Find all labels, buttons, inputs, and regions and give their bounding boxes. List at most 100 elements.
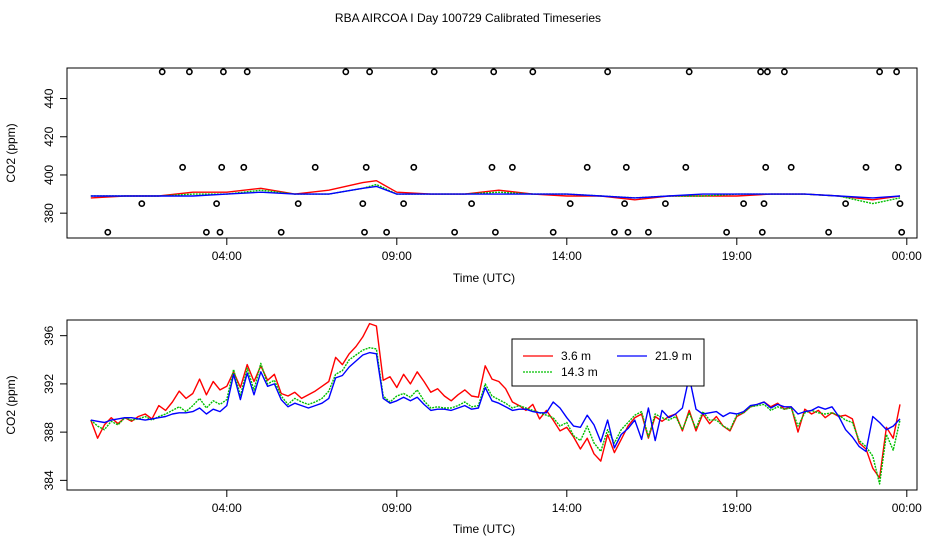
lower-y-axis-label: CO2 (ppm) <box>4 375 18 434</box>
x-tick-label: 14:00 <box>552 249 582 263</box>
calibration-point <box>362 163 370 171</box>
calibration-point <box>762 163 770 171</box>
lower-plot-frame <box>66 319 918 491</box>
calibration-point <box>621 200 628 208</box>
calibration-point <box>893 68 900 76</box>
calibration-point <box>876 68 883 76</box>
series-line-3-6-m <box>90 179 901 201</box>
calibration-point <box>898 228 906 236</box>
calibration-point <box>490 68 498 76</box>
calibration-point <box>896 200 904 208</box>
calibration-point <box>366 68 373 76</box>
calibration-point <box>311 163 319 171</box>
x-tick-label: 09:00 <box>382 501 412 515</box>
calibration-point <box>359 200 367 208</box>
legend-label-14-3m: 14.3 m <box>561 365 598 379</box>
calibration-point <box>566 200 574 208</box>
y-tick-label: 392 <box>42 374 56 394</box>
calibration-point <box>604 68 611 76</box>
y-tick-label: 396 <box>42 325 56 345</box>
upper-panel: 04:00 09:00 14:00 19:00 00:00 380 400 420 440 Ti… <box>4 67 922 285</box>
calibration-point <box>764 68 771 76</box>
calibration-point <box>758 228 766 236</box>
calibration-point <box>213 200 220 208</box>
y-tick-label: 440 <box>42 88 56 108</box>
calibration-point <box>410 163 418 171</box>
calibration-point <box>662 200 669 208</box>
x-tick-label: 19:00 <box>722 249 752 263</box>
lower-axis-ticks: 04:00 09:00 14:00 19:00 00:00 384 388 392 396 <box>42 325 922 515</box>
calibration-point <box>243 68 251 76</box>
legend-label-21-9m: 21.9 m <box>655 349 692 363</box>
lower-x-axis-label: Time (UTC) <box>453 522 515 536</box>
calibration-point <box>682 163 690 171</box>
calibration-point <box>842 200 849 208</box>
calibration-point <box>430 68 438 76</box>
upper-y-axis-label: CO2 (ppm) <box>4 123 18 182</box>
calibration-point <box>451 228 458 236</box>
y-tick-label: 384 <box>42 470 56 490</box>
calibration-point <box>138 200 146 208</box>
y-tick-label: 420 <box>42 126 56 146</box>
calibration-point <box>583 163 591 171</box>
calibration-point <box>760 200 768 208</box>
calibration-point <box>179 163 186 171</box>
calibration-point <box>509 163 516 171</box>
upper-plot-frame <box>66 67 918 239</box>
series-line-14-3-m <box>90 347 901 485</box>
x-tick-label: 14:00 <box>552 501 582 515</box>
calibration-point <box>723 228 730 236</box>
calibration-point <box>488 163 496 171</box>
calibration-point <box>685 68 693 76</box>
calibration-point <box>894 163 902 171</box>
calibration-point <box>185 68 193 76</box>
chart-title: RBA AIRCOA I Day 100729 Calibrated Times… <box>335 11 601 25</box>
y-tick-label: 380 <box>42 203 56 223</box>
calibration-point <box>549 228 557 236</box>
calibration-point <box>491 228 499 236</box>
x-tick-label: 04:00 <box>212 501 242 515</box>
calibration-point <box>240 163 248 171</box>
calibration-point <box>158 68 166 76</box>
calibration-point <box>104 228 112 236</box>
calibration-point <box>361 228 368 236</box>
series-line-21-9-m <box>90 351 901 453</box>
legend-label-3-6m: 3.6 m <box>561 349 591 363</box>
x-tick-label: 09:00 <box>382 249 412 263</box>
series-line-21-9-m <box>90 185 901 199</box>
x-tick-label: 19:00 <box>722 501 752 515</box>
calibration-point <box>740 200 747 208</box>
x-tick-label: 00:00 <box>892 501 922 515</box>
calibration-point <box>400 200 407 208</box>
calibration-point <box>383 228 390 236</box>
upper-series-layer <box>90 179 901 205</box>
calibration-point <box>468 200 475 208</box>
y-tick-label: 388 <box>42 422 56 442</box>
upper-axis-ticks: 04:00 09:00 14:00 19:00 00:00 380 400 420 440 <box>42 88 922 263</box>
calibration-point <box>781 68 788 76</box>
calibration-point <box>529 68 537 76</box>
legend-box <box>511 338 705 387</box>
calibration-point <box>219 68 227 76</box>
calibration-point <box>218 163 226 171</box>
calibration-point <box>202 228 210 236</box>
calibration-point <box>622 163 630 171</box>
lower-panel: 04:00 09:00 14:00 19:00 00:00 384 388 392 396 Ti… <box>4 319 922 536</box>
upper-calibration-points <box>104 68 906 236</box>
calibration-point <box>757 68 764 76</box>
calibration-point <box>294 200 302 208</box>
upper-x-axis-label: Time (UTC) <box>453 271 515 285</box>
x-tick-label: 04:00 <box>212 249 242 263</box>
x-tick-label: 00:00 <box>892 249 922 263</box>
calibration-point <box>624 228 632 236</box>
calibration-point <box>216 228 224 236</box>
calibration-point <box>277 228 285 236</box>
calibration-point <box>645 228 652 236</box>
calibration-point <box>825 228 832 236</box>
series-line-3-6-m <box>90 322 901 479</box>
calibration-point <box>787 163 795 171</box>
calibration-point <box>862 163 870 171</box>
calibration-point <box>342 68 350 76</box>
legend: 3.6 m 21.9 m 14.3 m <box>511 338 705 387</box>
